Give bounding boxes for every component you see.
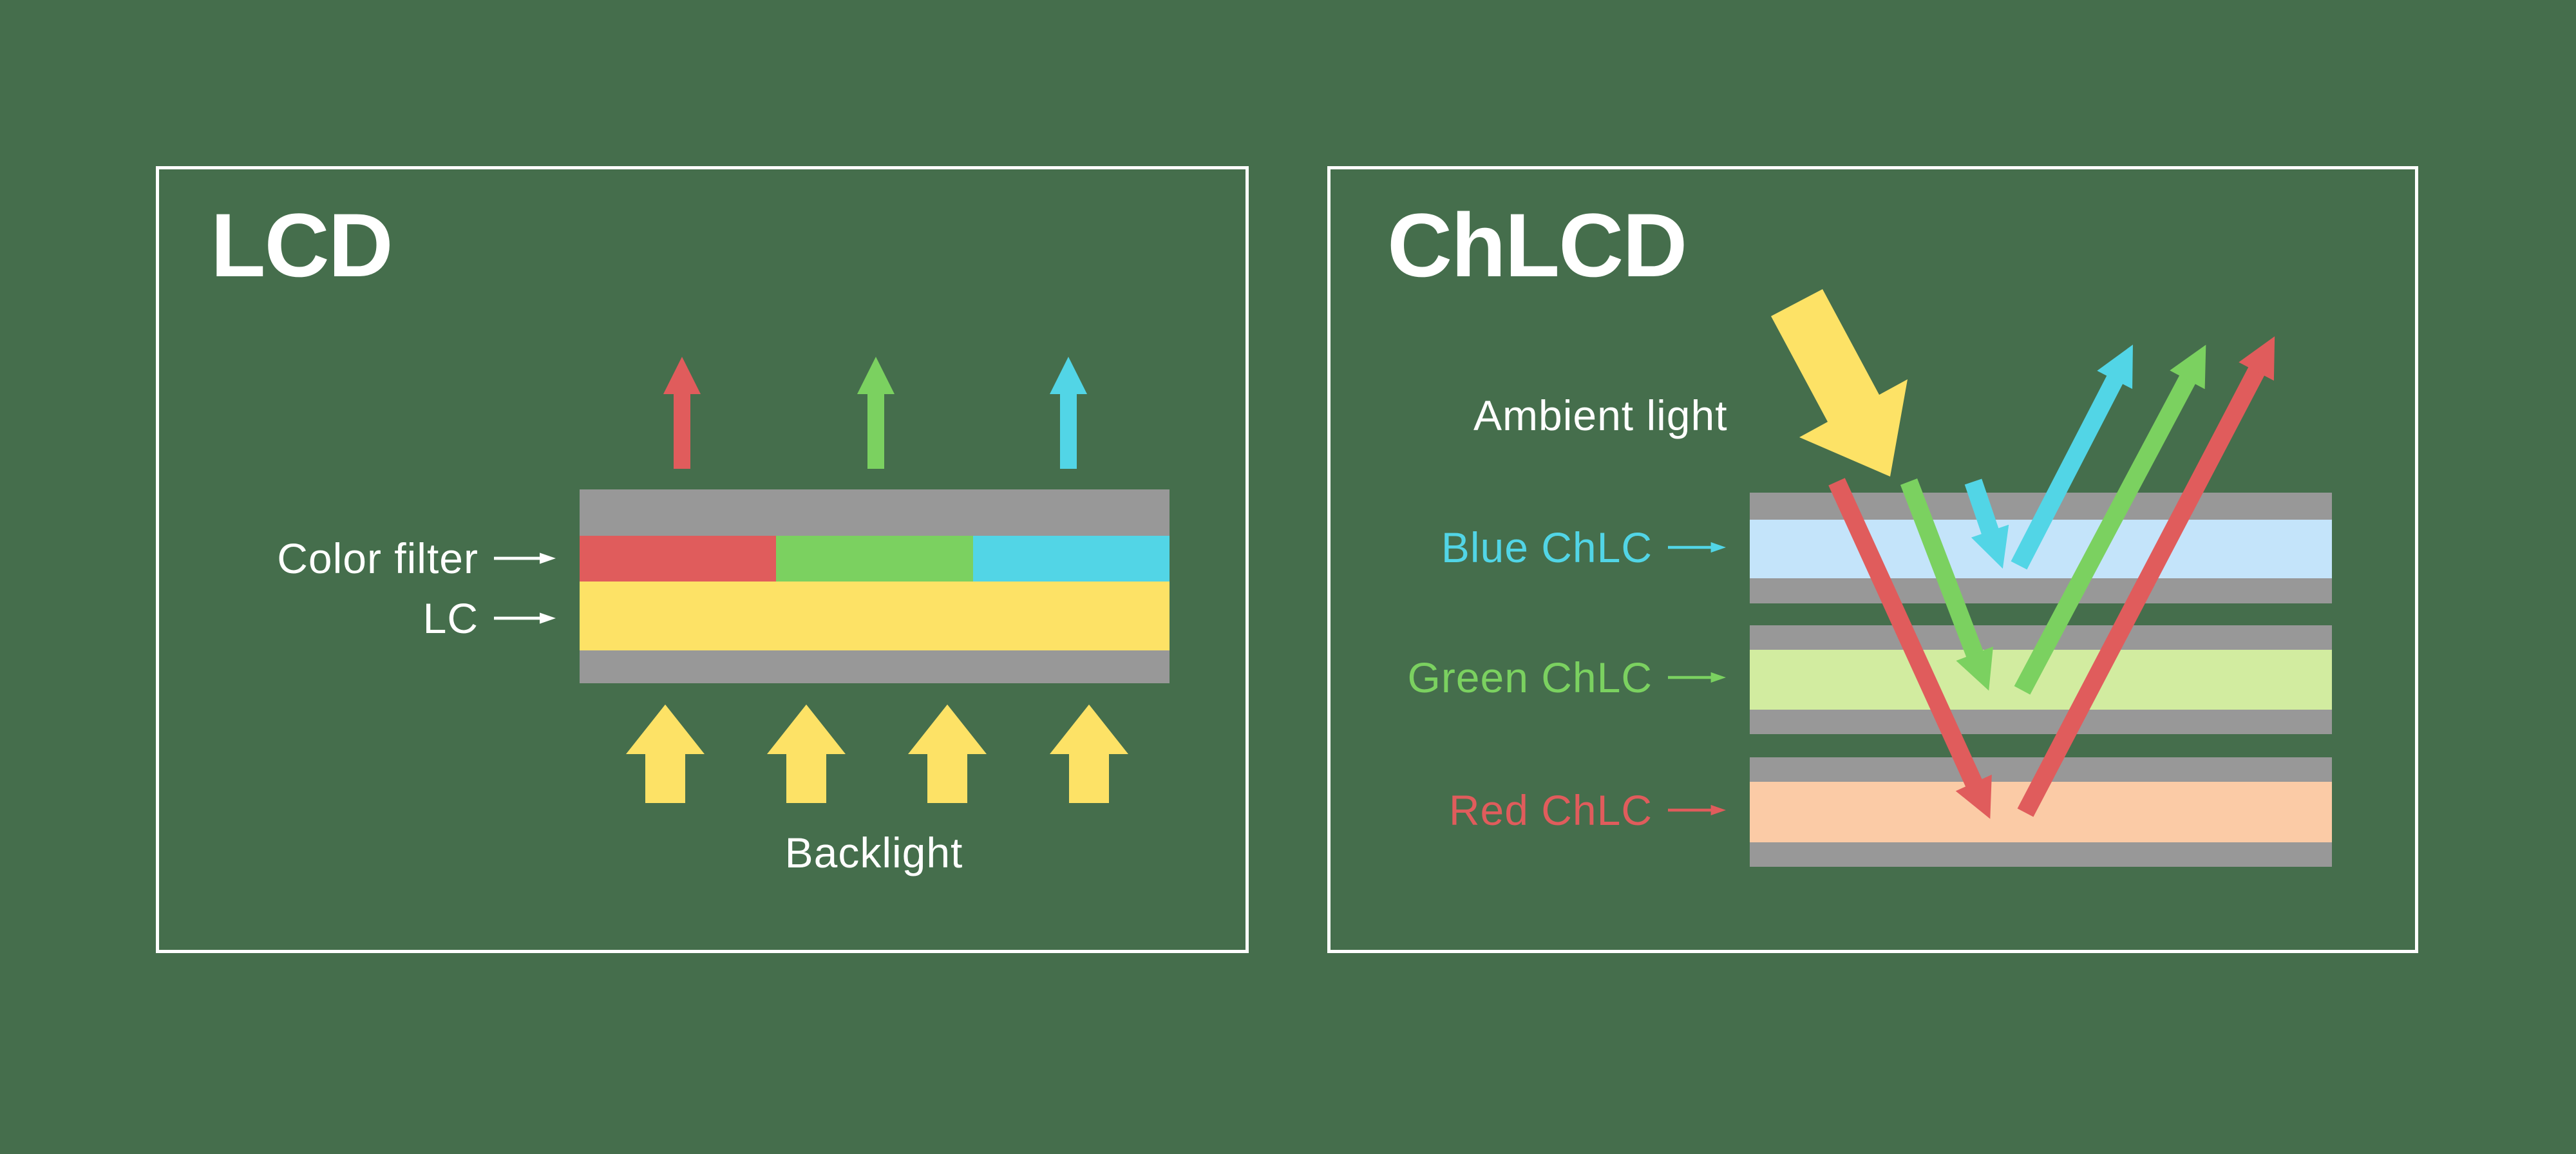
color-filter-label: Color filter: [277, 534, 478, 582]
arrow-head: [908, 705, 987, 754]
red-chlc-layer: [1750, 782, 2332, 842]
arrow-head: [1050, 705, 1128, 754]
arrow-stem: [867, 394, 884, 469]
arrow-head: [626, 705, 705, 754]
backlight-arrow-icon-4: [1050, 705, 1128, 803]
color-filter-pointer-arrow-icon: [494, 553, 556, 564]
lc-label-row: LC: [423, 596, 556, 641]
arrow-stem: [927, 754, 967, 803]
arrow-stem: [786, 754, 826, 803]
color-filter-green-segment: [776, 536, 973, 582]
lcd-red-output-arrow-icon: [663, 357, 701, 469]
blue-chlc-label: Blue ChLC: [1441, 524, 1653, 571]
color-filter-label-row: Color filter: [277, 536, 556, 581]
arrow-head: [663, 357, 701, 394]
color-filter-red-segment: [580, 536, 776, 582]
arrow-head: [767, 705, 846, 754]
lcd-top-glass-layer: [580, 489, 1170, 536]
green-chlc-pointer-arrow-icon: [1668, 672, 1726, 683]
lcd-bottom-glass-layer: [580, 650, 1170, 683]
blue-cell-top-glass: [1750, 493, 2332, 520]
green-chlc-label-row: Green ChLC: [1407, 655, 1726, 700]
red-chlc-label: Red ChLC: [1448, 786, 1653, 834]
arrow-head: [857, 357, 895, 394]
green-chlc-label: Green ChLC: [1407, 654, 1653, 701]
lcd-liquid-crystal-layer: [580, 582, 1170, 650]
chlcd-layer-stack: [1750, 493, 2332, 867]
chlcd-panel: ChLCD Ambient light Blue ChLC Green Ch: [1327, 166, 2418, 953]
lcd-panel: LCD Color filter: [156, 166, 1249, 953]
chlcd-title: ChLCD: [1387, 194, 1687, 296]
red-chlc-pointer-arrow-icon: [1668, 804, 1726, 816]
color-filter-blue-segment: [973, 536, 1170, 582]
arrow-stem: [645, 754, 685, 803]
blue-cell-bottom-glass: [1750, 578, 2332, 603]
blue-chlc-pointer-arrow-icon: [1668, 542, 1726, 553]
red-cell-top-glass: [1750, 757, 2332, 782]
lcd-cyan-output-arrow-icon: [1050, 357, 1087, 469]
green-chlc-layer: [1750, 650, 2332, 710]
backlight-arrow-icon-2: [767, 705, 846, 803]
arrow-stem: [674, 394, 690, 469]
green-cell-bottom-glass: [1750, 710, 2332, 734]
lcd-color-filter-layer: [580, 536, 1170, 582]
ambient-light-label: Ambient light: [1473, 392, 1728, 439]
lcd-title: LCD: [211, 194, 393, 296]
lc-pointer-arrow-icon: [494, 612, 556, 624]
lcd-layer-stack: [580, 489, 1170, 683]
arrow-stem: [1060, 394, 1077, 469]
green-cell-top-glass: [1750, 625, 2332, 650]
backlight-arrow-icon-3: [908, 705, 987, 803]
backlight-label: Backlight: [784, 829, 963, 876]
red-cell-bottom-glass: [1750, 842, 2332, 867]
arrow-stem: [1069, 754, 1109, 803]
blue-chlc-layer: [1750, 520, 2332, 578]
lc-label: LC: [422, 594, 478, 642]
lcd-green-output-arrow-icon: [857, 357, 895, 469]
backlight-arrow-icon-1: [626, 705, 705, 803]
arrow-head: [1050, 357, 1087, 394]
red-chlc-label-row: Red ChLC: [1449, 788, 1726, 833]
blue-chlc-label-row: Blue ChLC: [1441, 525, 1726, 570]
